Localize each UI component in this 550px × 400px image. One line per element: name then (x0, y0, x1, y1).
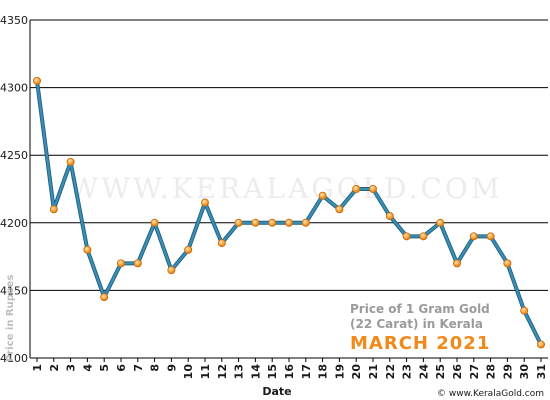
data-point (520, 306, 529, 315)
data-point (469, 232, 478, 241)
x-tick-label: 14 (249, 364, 262, 380)
data-point (167, 266, 176, 275)
data-point (184, 245, 193, 254)
data-point (537, 340, 546, 349)
data-point (200, 198, 209, 207)
data-point (436, 218, 445, 227)
x-axis-ticks: 1 2 3 4 5 6 7 8 9 10 11 12 13 14 15 16 17 18 19 20 21 22 23 24 2… (31, 358, 548, 379)
data-point (100, 293, 109, 302)
x-tick-label: 7 (132, 364, 145, 372)
data-point (368, 184, 377, 193)
data-point (486, 232, 495, 241)
data-point (318, 191, 327, 200)
data-point (402, 232, 411, 241)
y-tick-label: 4150 (0, 284, 28, 297)
x-tick-label: 15 (266, 364, 279, 379)
x-tick-label: 17 (300, 364, 313, 379)
data-point (419, 232, 428, 241)
chart-title-line1: Price of 1 Gram Gold (350, 302, 490, 316)
data-point (66, 157, 75, 166)
y-tick-label: 4100 (0, 352, 28, 365)
x-tick-label: 16 (283, 364, 296, 380)
x-tick-label: 12 (216, 364, 229, 379)
grid-lines (30, 19, 548, 291)
data-point (335, 205, 344, 214)
x-axis-title: Date (262, 385, 291, 398)
y-axis-ticks: 4100 4150 4200 4250 4300 4350 (0, 14, 28, 365)
x-tick-label: 19 (333, 364, 346, 379)
x-tick-label: 2 (48, 364, 61, 372)
data-point (301, 218, 310, 227)
x-tick-label: 13 (233, 364, 246, 379)
data-point (251, 218, 260, 227)
x-tick-label: 29 (501, 364, 514, 379)
x-tick-label: 11 (199, 364, 212, 379)
x-tick-label: 27 (468, 364, 481, 379)
watermark: WWW.KERALAGOLD.COM (69, 172, 502, 205)
x-tick-label: 8 (149, 364, 162, 372)
x-tick-label: 28 (485, 364, 498, 379)
x-tick-label: 6 (115, 364, 128, 372)
data-point (503, 259, 512, 268)
x-tick-label: 26 (451, 364, 464, 380)
x-tick-label: 24 (417, 364, 430, 380)
data-point (452, 259, 461, 268)
data-point (49, 205, 58, 214)
x-tick-label: 18 (317, 364, 330, 379)
data-point (284, 218, 293, 227)
x-tick-label: 23 (401, 364, 414, 379)
credit-text: © www.KeralaGold.com (437, 389, 544, 399)
x-tick-label: 4 (81, 364, 94, 372)
data-point (150, 218, 159, 227)
y-tick-label: 4300 (0, 82, 28, 95)
x-tick-label: 1 (31, 364, 44, 372)
data-point (217, 239, 226, 248)
data-point (352, 184, 361, 193)
x-tick-label: 21 (367, 364, 380, 379)
data-point (133, 259, 142, 268)
y-tick-label: 4250 (0, 149, 28, 162)
x-tick-label: 5 (98, 364, 111, 372)
x-tick-label: 30 (518, 364, 531, 380)
x-tick-label: 20 (350, 364, 363, 380)
data-point (117, 259, 126, 268)
x-tick-label: 9 (165, 364, 178, 372)
x-tick-label: 31 (535, 364, 548, 379)
x-tick-label: 25 (434, 364, 447, 379)
y-axis-title: Price in Rupees (5, 275, 16, 362)
data-point (268, 218, 277, 227)
chart-title-line2: (22 Carat) in Kerala (350, 317, 483, 331)
data-point (83, 245, 92, 254)
data-point (33, 76, 42, 85)
chart-subtitle: MARCH 2021 (350, 333, 490, 354)
data-point (234, 218, 243, 227)
x-tick-label: 3 (65, 364, 78, 372)
y-tick-label: 4200 (0, 217, 28, 230)
series-gold-price (33, 76, 546, 349)
y-tick-label: 4350 (0, 14, 28, 27)
data-point (385, 212, 394, 221)
x-tick-label: 10 (182, 364, 195, 380)
x-tick-label: 22 (384, 364, 397, 379)
